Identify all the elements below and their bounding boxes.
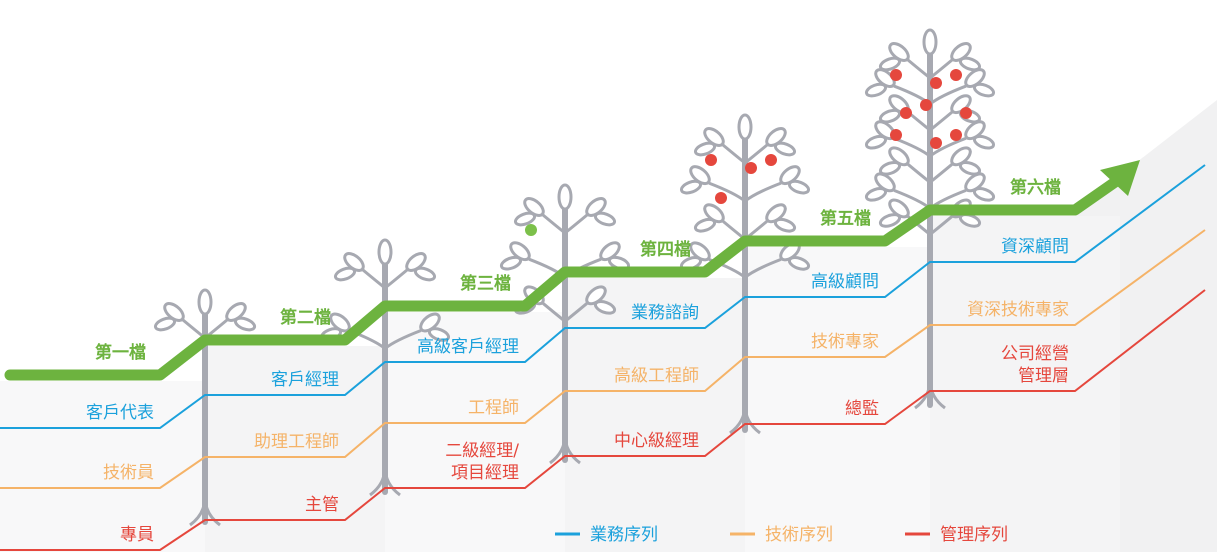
tree-branch: [930, 164, 952, 182]
tree-branch: [565, 215, 587, 233]
management-role: 項目經理: [451, 463, 519, 483]
business-role: 客戶經理: [271, 370, 339, 390]
technical-role: 技術員: [103, 463, 154, 483]
tree-branch: [543, 215, 565, 233]
management-role: 二級經理/: [445, 441, 519, 461]
tree-leaf: [739, 115, 751, 139]
level-name: 第三檔: [460, 273, 511, 294]
tree-leaf: [694, 217, 716, 233]
tree-leaf: [154, 316, 176, 332]
tree-leaf: [865, 82, 887, 98]
tree-leaf: [865, 134, 887, 150]
tree-leaf: [500, 255, 522, 271]
legend-label: 管理序列: [940, 525, 1008, 545]
tree-branch: [745, 145, 767, 163]
tree-fruit: [765, 154, 777, 166]
career-ladder: 第一檔客戶代表技術員專員 第二檔客戶經理助理工程師主管 第三檔高級客戶經理工程師二級…: [0, 0, 1217, 552]
tree-fruit: [900, 107, 912, 119]
tree-leaf: [594, 211, 616, 227]
tree-fruit: [890, 129, 902, 141]
tree-fruit: [920, 99, 932, 111]
tree-leaf: [559, 185, 571, 209]
column-bg: [745, 247, 930, 552]
level-name: 第一檔: [95, 342, 146, 363]
tree-leaf: [973, 134, 995, 150]
management-role: 管理層: [1018, 366, 1069, 386]
tree-branch: [385, 270, 407, 288]
tree-leaf: [334, 266, 356, 282]
tree-branch: [363, 270, 385, 288]
business-role: 業務諮詢: [631, 303, 699, 323]
tree-branch: [908, 164, 930, 182]
tree-leaf: [774, 217, 796, 233]
management-role: 總監: [845, 399, 879, 419]
level-name: 第六檔: [1010, 177, 1061, 198]
tree-fruit: [950, 129, 962, 141]
business-role: 高級客戶經理: [417, 337, 519, 357]
tree-branch: [908, 60, 930, 78]
tree-fruit: [960, 107, 972, 119]
management-role: 主管: [305, 495, 339, 515]
tree-leaf: [973, 186, 995, 202]
tree-fruit: [890, 69, 902, 81]
tree-fruit: [705, 154, 717, 166]
technical-role: 資深技術專家: [967, 300, 1069, 320]
tree-leaf: [680, 179, 702, 195]
tree-branch: [745, 183, 781, 201]
technical-role: 助理工程師: [254, 432, 339, 452]
technical-role: 工程師: [468, 398, 519, 418]
management-role: 專員: [120, 525, 154, 545]
tree-fruit: [715, 192, 727, 204]
tree-branch: [183, 320, 205, 338]
tree-branch: [930, 60, 952, 78]
tree-leaf: [924, 30, 936, 54]
tree-branch: [930, 112, 952, 130]
tree-branch: [723, 145, 745, 163]
management-role: 公司經營: [1001, 344, 1069, 364]
level-name: 第二檔: [280, 307, 331, 328]
business-role: 資深顧問: [1001, 237, 1069, 257]
level-name: 第四檔: [640, 239, 691, 260]
technical-role: 高級工程師: [614, 366, 699, 386]
tree-fruit: [950, 69, 962, 81]
tree-leaf: [199, 290, 211, 314]
tree-leaf: [973, 82, 995, 98]
tree-fruit: [745, 162, 757, 174]
tree-leaf: [414, 266, 436, 282]
level-name: 第五檔: [820, 208, 871, 229]
business-role: 客戶代表: [86, 403, 154, 423]
tree-branch: [709, 183, 745, 201]
technical-role: 技術專家: [811, 332, 879, 352]
tree-leaf: [234, 316, 256, 332]
tree-branch: [723, 221, 745, 239]
legend-label: 業務序列: [590, 525, 658, 545]
tree-leaf: [379, 240, 391, 264]
legend-label: 技術序列: [765, 525, 833, 545]
tree-fruit: [930, 77, 942, 89]
tree-fruit: [930, 137, 942, 149]
tree-fruit: [525, 224, 537, 236]
management-role: 中心級經理: [614, 431, 699, 451]
tree-leaf: [865, 186, 887, 202]
business-role: 高級顧問: [811, 272, 879, 292]
tree-leaf: [774, 141, 796, 157]
tree-leaf: [788, 179, 810, 195]
